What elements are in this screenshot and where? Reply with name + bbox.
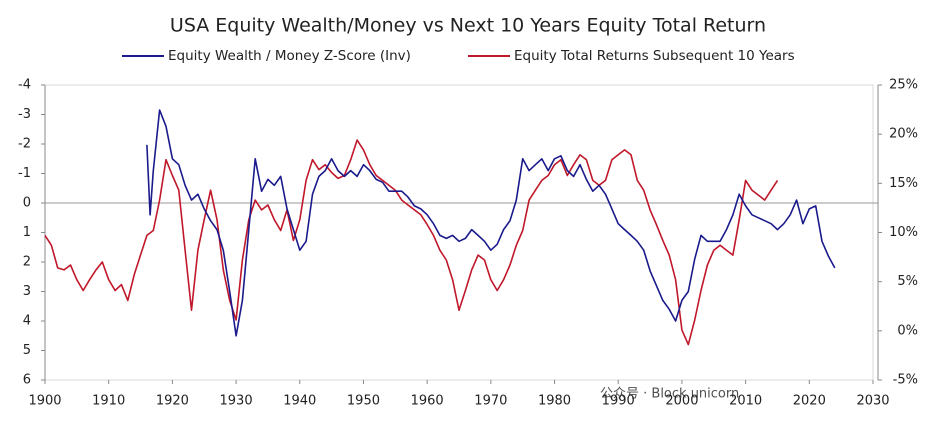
y-tick-label: 5 — [23, 343, 31, 358]
y-tick-label: 6 — [23, 373, 31, 388]
x-tick-label: 2010 — [729, 394, 762, 409]
legend-label: Equity Total Returns Subsequent 10 Years — [514, 48, 795, 64]
y2-tick-label: 20% — [889, 127, 918, 142]
x-tick-label: 1940 — [283, 394, 316, 409]
y2-tick-label: 10% — [889, 225, 918, 240]
y2-tick-label: 0% — [897, 323, 918, 338]
y-tick-label: 0 — [23, 196, 31, 211]
y-tick-label: -3 — [18, 107, 31, 122]
legend-label: Equity Wealth / Money Z-Score (Inv) — [168, 48, 411, 64]
x-tick-label: 1930 — [220, 394, 253, 409]
x-tick-label: 2000 — [665, 394, 698, 409]
y-tick-label: 4 — [23, 314, 31, 329]
x-tick-label: 1900 — [28, 394, 61, 409]
y2-tick-label: -5% — [893, 373, 918, 388]
y2-tick-label: 15% — [889, 176, 918, 191]
y2-tick-label: 25% — [889, 78, 918, 93]
series-line — [146, 109, 836, 337]
series-line — [44, 139, 779, 346]
x-tick-label: 1970 — [474, 394, 507, 409]
x-tick-label: 1910 — [92, 394, 125, 409]
y-tick-label: 3 — [23, 284, 31, 299]
y-tick-label: 2 — [23, 255, 31, 270]
y-tick-label: 1 — [23, 225, 31, 240]
plot-frame — [44, 84, 874, 381]
x-tick-label: 1980 — [538, 394, 571, 409]
x-tick-label: 1990 — [602, 394, 635, 409]
x-tick-label: 1950 — [347, 394, 380, 409]
x-tick-label: 2030 — [856, 394, 889, 409]
y-tick-label: -1 — [18, 166, 31, 181]
x-tick-label: 1960 — [411, 394, 444, 409]
y2-tick-label: 5% — [897, 274, 918, 289]
x-tick-label: 1920 — [156, 394, 189, 409]
chart-title: USA Equity Wealth/Money vs Next 10 Years… — [170, 15, 766, 37]
y-tick-label: -2 — [18, 137, 31, 152]
watermark: 公众号 · Block unicorn — [600, 387, 739, 402]
x-tick-label: 2020 — [793, 394, 826, 409]
y-tick-label: -4 — [18, 78, 31, 93]
